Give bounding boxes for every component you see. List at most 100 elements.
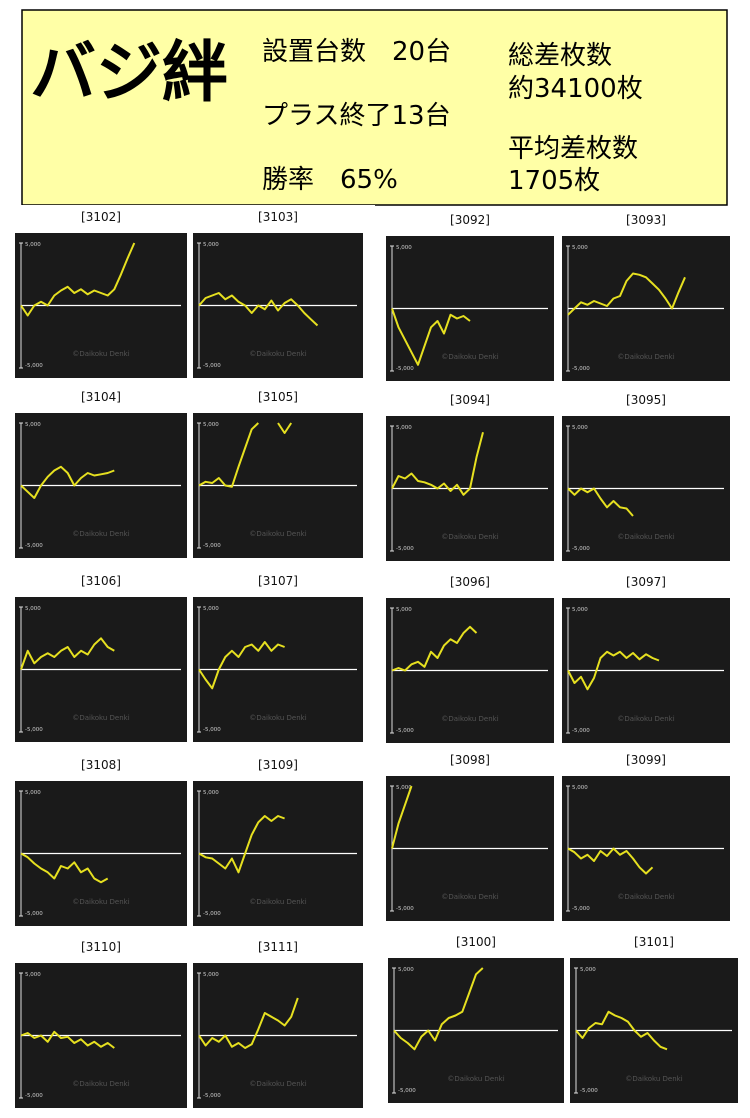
data-line [198,641,285,690]
chart-title: [3102] [81,210,121,224]
y-tick-label: -5,000 [396,728,414,734]
chart: [3106] 5,000 -5,000 ©Daikoku Denki [15,574,187,742]
y-tick-label: 5,000 [572,785,588,791]
chart-title: [3109] [258,758,298,772]
data-line [198,815,285,874]
chart: [3103] 5,000 -5,000 ©Daikoku Denki [193,210,363,378]
y-tick-label: -5,000 [25,727,43,733]
avg: 1705枚 [508,166,600,196]
watermark: ©Daikoku Denki [249,714,306,722]
chart-title: [3108] [81,758,121,772]
watermark: ©Daikoku Denki [72,714,129,722]
y-tick-label: -5,000 [572,728,590,734]
watermark: ©Daikoku Denki [617,893,674,901]
chart: [3101] 5,000 -5,000 ©Daikoku Denki [570,935,738,1103]
chart-title: [3101] [634,935,674,949]
watermark: ©Daikoku Denki [72,1080,129,1088]
chart-title: [3100] [456,935,496,949]
avg-label: 平均差枚数 [508,134,638,164]
data-line [20,852,109,884]
data-line [575,1010,668,1051]
data-line [567,272,686,316]
watermark: ©Daikoku Denki [441,533,498,541]
y-tick-label: -5,000 [396,906,414,912]
y-tick-label: 5,000 [25,972,41,978]
chart: [3092] 5,000 -5,000 ©Daikoku Denki [386,213,554,381]
chart-title: [3103] [258,210,298,224]
y-tick-label: 5,000 [25,422,41,428]
y-tick-label: 5,000 [572,607,588,613]
chart-title: [3097] [626,575,666,589]
y-tick-label: 5,000 [203,606,219,612]
chart: [3095] 5,000 -5,000 ©Daikoku Denki [562,393,730,561]
data-line [20,465,115,499]
chart: [3105] 5,000 -5,000 ©Daikoku Denki [193,390,363,558]
chart-title: [3098] [450,753,490,767]
win-rate: 勝率 65% [262,165,398,195]
y-tick-label: -5,000 [25,543,43,549]
watermark: ©Daikoku Denki [249,350,306,358]
chart-title: [3105] [258,390,298,404]
chart: [3097] 5,000 -5,000 ©Daikoku Denki [562,575,730,743]
chart-title: [3099] [626,753,666,767]
chart-title: [3110] [81,940,121,954]
chart: [3099] 5,000 -5,000 ©Daikoku Denki [562,753,730,921]
y-tick-label: -5,000 [396,546,414,552]
watermark: ©Daikoku Denki [617,533,674,541]
y-tick-label: 5,000 [572,425,588,431]
y-tick-label: -5,000 [203,1093,221,1099]
y-tick-label: -5,000 [572,906,590,912]
watermark: ©Daikoku Denki [249,530,306,538]
y-tick-label: -5,000 [398,1088,416,1094]
chart: [3096] 5,000 -5,000 ©Daikoku Denki [386,575,554,743]
chart-title: [3094] [450,393,490,407]
installed: 設置台数 20台 [262,37,451,67]
chart-title: [3104] [81,390,121,404]
y-tick-label: 5,000 [396,607,412,613]
y-tick-label: 5,000 [25,242,41,248]
chart: [3102] 5,000 -5,000 ©Daikoku Denki [15,210,187,378]
y-tick-label: -5,000 [572,366,590,372]
watermark: ©Daikoku Denki [249,898,306,906]
watermark: ©Daikoku Denki [441,715,498,723]
data-line [20,242,136,317]
chart-title: [3095] [626,393,666,407]
watermark: ©Daikoku Denki [249,1080,306,1088]
watermark: ©Daikoku Denki [72,898,129,906]
data-line [198,997,299,1049]
chart-title: [3107] [258,574,298,588]
chart: [3098] 5,000 -5,000 ©Daikoku Denki [386,753,554,921]
data-line [567,487,634,517]
y-tick-label: 5,000 [580,967,596,973]
data-line [20,1030,115,1049]
data-line [567,847,654,875]
watermark: ©Daikoku Denki [72,530,129,538]
chart: [3110] 5,000 -5,000 ©Daikoku Denki [15,940,187,1108]
y-tick-label: -5,000 [25,1093,43,1099]
y-tick-label: -5,000 [572,546,590,552]
y-tick-label: 5,000 [396,245,412,251]
data-line [567,650,660,691]
chart: [3104] 5,000 -5,000 ©Daikoku Denki [15,390,187,558]
data-line [391,625,478,672]
chart: [3107] 5,000 -5,000 ©Daikoku Denki [193,574,363,742]
y-tick-label: -5,000 [25,911,43,917]
chart-title: [3111] [258,940,298,954]
total: 約34100枚 [508,74,643,104]
chart-title: [3106] [81,574,121,588]
y-tick-label: 5,000 [25,790,41,796]
y-tick-label: 5,000 [572,245,588,251]
y-tick-label: 5,000 [203,242,219,248]
data-line [391,785,413,849]
header-panel [21,9,728,206]
watermark: ©Daikoku Denki [441,893,498,901]
chart: [3108] 5,000 -5,000 ©Daikoku Denki [15,758,187,926]
y-tick-label: 5,000 [398,967,414,973]
total-label: 総差枚数 [508,41,612,71]
plus-count: プラス終了13台 [262,101,451,131]
y-tick-label: -5,000 [203,727,221,733]
chart: [3094] 5,000 -5,000 ©Daikoku Denki [386,393,554,561]
header-title: バジ絆 [30,34,228,111]
